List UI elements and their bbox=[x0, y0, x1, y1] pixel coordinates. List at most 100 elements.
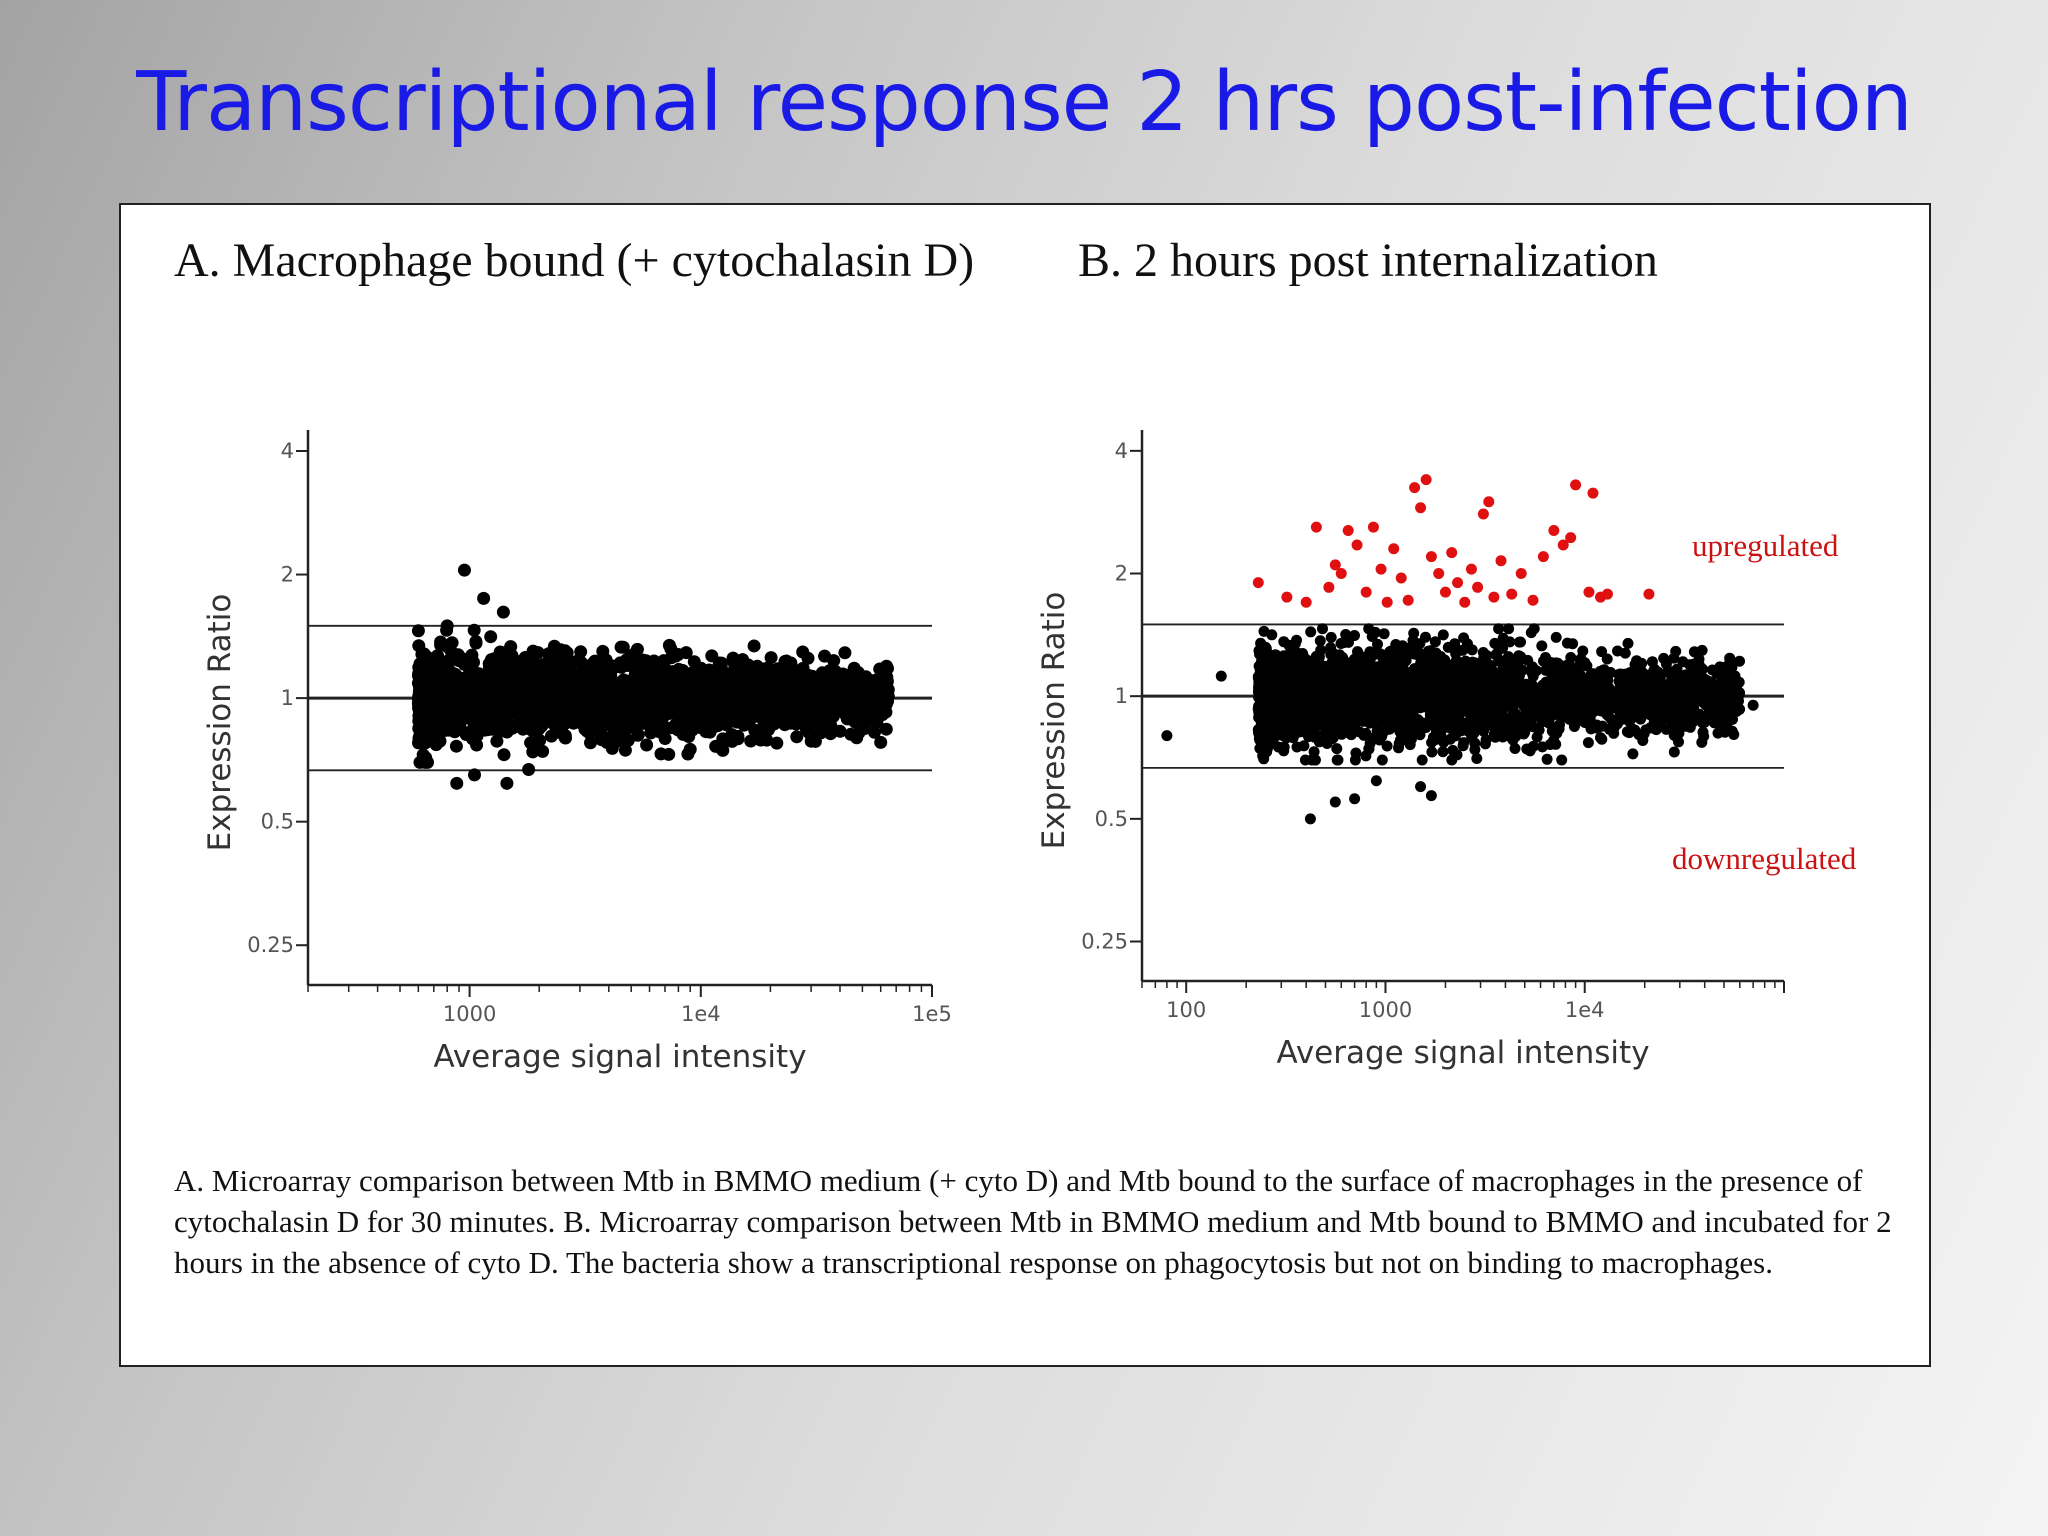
upregulated-point bbox=[1565, 532, 1577, 544]
data-point bbox=[584, 736, 597, 750]
data-point bbox=[1466, 644, 1478, 656]
data-point bbox=[1484, 672, 1496, 684]
data-point bbox=[1275, 684, 1287, 696]
data-point bbox=[866, 683, 880, 697]
data-point bbox=[1731, 705, 1743, 717]
data-point bbox=[1527, 670, 1539, 682]
data-point bbox=[459, 685, 473, 699]
data-point bbox=[801, 651, 815, 665]
upregulated-point bbox=[1515, 568, 1527, 580]
data-point bbox=[804, 685, 818, 699]
data-point bbox=[1716, 674, 1728, 686]
data-point bbox=[1347, 711, 1359, 723]
data-point bbox=[714, 660, 728, 673]
data-point bbox=[1590, 690, 1602, 702]
data-point bbox=[1432, 667, 1444, 679]
data-point bbox=[419, 751, 433, 765]
data-point bbox=[1503, 623, 1515, 635]
data-point bbox=[654, 747, 668, 761]
data-point bbox=[1350, 747, 1362, 759]
data-point bbox=[1285, 712, 1297, 724]
data-point bbox=[1398, 693, 1410, 705]
data-point bbox=[675, 702, 689, 715]
data-point bbox=[1374, 734, 1386, 746]
data-point bbox=[1313, 704, 1325, 716]
data-point bbox=[1361, 691, 1373, 703]
data-point bbox=[1674, 688, 1686, 700]
data-point bbox=[546, 696, 560, 710]
data-point bbox=[606, 661, 620, 675]
data-point bbox=[1588, 705, 1600, 717]
annotation-downregulated: downregulated bbox=[1672, 841, 1857, 876]
data-point bbox=[1626, 723, 1638, 734]
data-point bbox=[1309, 754, 1321, 766]
figure-box bbox=[119, 203, 1931, 1367]
annotation-upregulated: upregulated bbox=[1692, 528, 1839, 563]
data-point bbox=[680, 681, 694, 695]
data-point bbox=[1661, 680, 1672, 692]
data-point bbox=[558, 729, 572, 743]
data-point bbox=[1473, 665, 1485, 677]
data-point bbox=[563, 687, 576, 701]
data-point bbox=[1255, 709, 1267, 720]
upregulated-point bbox=[1439, 586, 1451, 598]
data-point bbox=[1308, 675, 1320, 687]
data-point bbox=[1496, 637, 1508, 649]
data-point bbox=[649, 675, 663, 688]
data-point bbox=[1734, 655, 1745, 667]
data-point bbox=[760, 709, 774, 723]
data-point bbox=[744, 734, 758, 748]
data-point bbox=[1708, 717, 1720, 729]
data-point bbox=[614, 714, 628, 728]
upregulated-point bbox=[1310, 521, 1322, 533]
upregulated-point bbox=[1381, 596, 1393, 608]
data-point bbox=[658, 661, 671, 675]
data-point bbox=[1543, 664, 1555, 676]
data-point bbox=[1476, 681, 1488, 693]
data-point bbox=[1618, 692, 1630, 704]
y-tick-label: 4 bbox=[281, 439, 294, 463]
data-point bbox=[451, 648, 465, 662]
data-point bbox=[1372, 638, 1383, 650]
data-point bbox=[498, 724, 512, 738]
data-point bbox=[1263, 688, 1275, 700]
data-point bbox=[1266, 709, 1278, 721]
data-point bbox=[1261, 675, 1273, 687]
data-point bbox=[1426, 746, 1438, 758]
data-point bbox=[1684, 721, 1696, 733]
outlier-point bbox=[440, 619, 454, 633]
data-point bbox=[1687, 660, 1698, 672]
data-point bbox=[1357, 715, 1369, 727]
data-point bbox=[724, 705, 738, 719]
data-point bbox=[1435, 651, 1447, 662]
data-point bbox=[496, 710, 510, 724]
outlier-point bbox=[468, 768, 482, 782]
data-point bbox=[1627, 748, 1639, 760]
data-point bbox=[1381, 740, 1393, 752]
data-point bbox=[1646, 707, 1658, 719]
data-point bbox=[625, 707, 639, 721]
data-point bbox=[828, 664, 842, 678]
data-point bbox=[1668, 746, 1680, 758]
outlier-point bbox=[496, 605, 510, 619]
upregulated-point bbox=[1537, 551, 1549, 563]
data-point bbox=[723, 733, 737, 747]
x-tick-label: 1e4 bbox=[681, 1002, 721, 1026]
x-tick-label: 1000 bbox=[1359, 998, 1412, 1022]
data-point bbox=[1470, 720, 1482, 732]
data-point bbox=[1582, 737, 1594, 749]
data-point bbox=[873, 662, 887, 676]
data-point bbox=[1253, 733, 1265, 745]
data-point bbox=[587, 656, 601, 670]
data-point bbox=[1561, 659, 1573, 671]
data-point bbox=[879, 722, 893, 736]
data-point bbox=[1269, 695, 1281, 707]
data-point bbox=[1429, 692, 1441, 704]
y-tick-label: 0.5 bbox=[261, 810, 294, 834]
data-point bbox=[533, 687, 547, 701]
data-point bbox=[694, 661, 708, 675]
x-tick-label: 100 bbox=[1166, 998, 1206, 1022]
outlier-point bbox=[1161, 730, 1173, 742]
data-point bbox=[1303, 663, 1315, 675]
